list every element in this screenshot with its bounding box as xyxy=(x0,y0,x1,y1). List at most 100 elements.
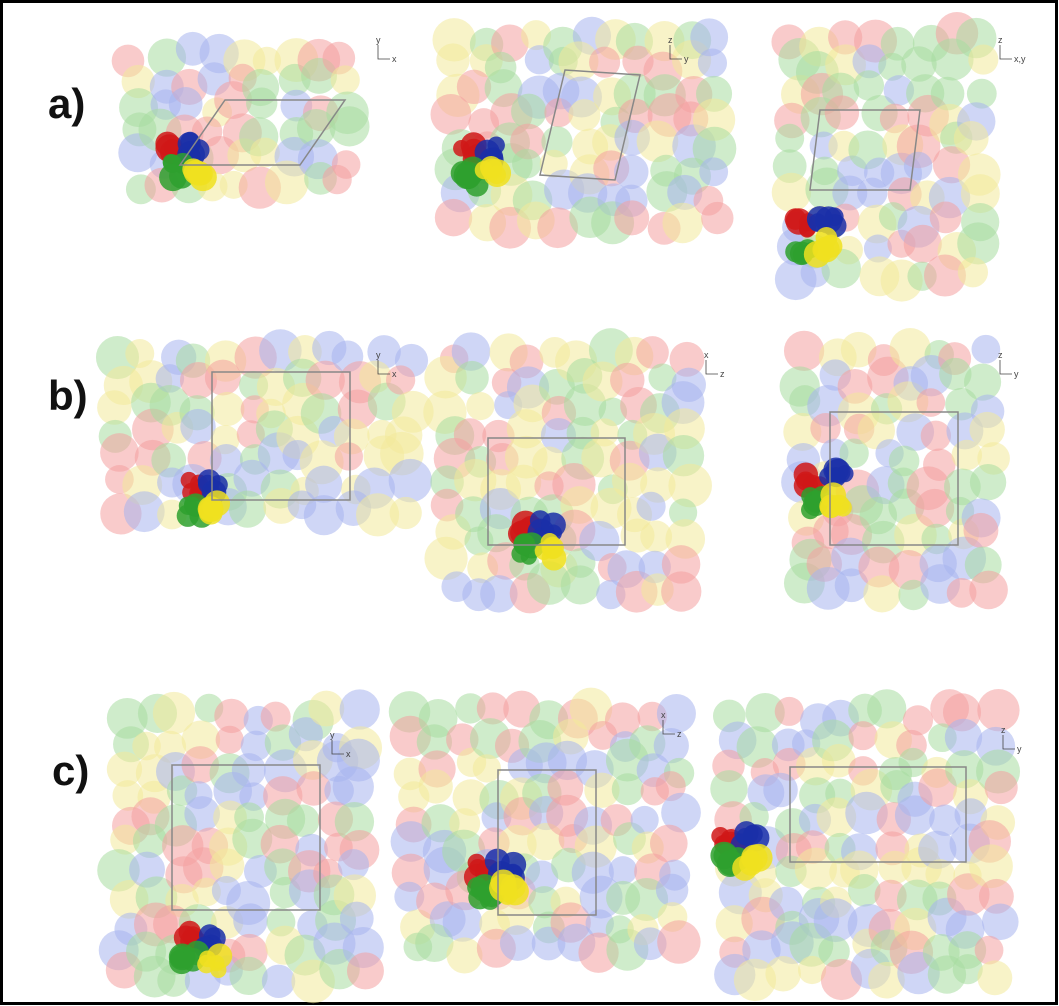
axis-label: y xyxy=(1014,369,1019,379)
axis-label: z xyxy=(998,35,1003,45)
axis-label: x xyxy=(661,710,666,720)
molecule xyxy=(390,497,422,529)
molecule xyxy=(229,957,267,995)
molecule xyxy=(233,903,268,938)
molecule xyxy=(246,87,277,118)
molecule xyxy=(775,124,804,153)
molecule xyxy=(229,491,266,528)
molecule xyxy=(849,721,878,750)
axis-label: y xyxy=(376,350,381,360)
molecule xyxy=(699,157,728,186)
molecule xyxy=(984,771,1017,804)
highlighted-molecule xyxy=(199,501,223,525)
molecule xyxy=(784,331,824,371)
molecule xyxy=(205,360,241,396)
molecule xyxy=(661,571,701,611)
axis-label: x xyxy=(346,749,351,759)
molecule xyxy=(561,565,600,604)
axis-label: y xyxy=(684,54,689,64)
axis-label: y xyxy=(1017,744,1022,754)
highlighted-molecule xyxy=(179,497,197,515)
molecule xyxy=(969,412,1004,447)
molecule xyxy=(287,804,320,837)
axis-label: z xyxy=(720,369,725,379)
molecule xyxy=(982,903,1019,940)
axis-label: z xyxy=(668,35,673,45)
molecule xyxy=(97,390,132,425)
highlighted-molecule xyxy=(189,163,217,191)
molecule xyxy=(921,421,951,451)
molecule xyxy=(631,806,659,834)
molecule xyxy=(331,65,360,94)
highlighted-molecule xyxy=(468,854,486,872)
molecule xyxy=(435,199,472,236)
molecule xyxy=(977,689,1019,731)
axis-label: x,y xyxy=(1014,54,1026,64)
axis-label: z xyxy=(1001,725,1006,735)
molecule xyxy=(262,965,295,998)
molecule xyxy=(340,689,380,729)
molecule xyxy=(512,149,541,178)
molecule xyxy=(500,925,536,961)
molecule xyxy=(614,200,649,235)
molecule xyxy=(308,691,344,727)
molecule xyxy=(446,937,482,973)
molecule-layer xyxy=(96,12,1020,1003)
molecule xyxy=(977,960,1012,995)
molecule xyxy=(386,365,415,394)
molecule xyxy=(763,773,798,808)
highlighted-molecule xyxy=(825,459,850,484)
molecule xyxy=(216,726,244,754)
panel-label: a) xyxy=(48,80,85,127)
molecule xyxy=(701,202,733,234)
highlighted-molecule xyxy=(198,469,221,492)
molecule xyxy=(698,48,727,77)
axis-label: x xyxy=(392,369,397,379)
molecule xyxy=(347,952,384,989)
molecule xyxy=(954,121,989,156)
molecule xyxy=(473,754,501,782)
molecule xyxy=(333,766,374,807)
molecule xyxy=(825,95,859,129)
highlighted-molecule xyxy=(739,852,763,876)
highlighted-molecule xyxy=(814,236,840,262)
molecule xyxy=(455,361,489,395)
molecule xyxy=(969,571,1008,610)
molecule xyxy=(454,418,486,450)
molecule xyxy=(389,459,432,502)
panel-label: c) xyxy=(52,747,89,794)
highlighted-molecule xyxy=(489,874,517,902)
axis-label: z xyxy=(677,729,682,739)
molecule xyxy=(963,513,998,548)
highlighted-molecule xyxy=(199,950,216,967)
axis-label: x xyxy=(704,350,709,360)
molecule xyxy=(968,44,998,74)
highlighted-molecule xyxy=(542,538,562,558)
axis-label: z xyxy=(998,350,1003,360)
molecule xyxy=(654,728,689,763)
axis-label: y xyxy=(376,35,381,45)
molecule xyxy=(772,173,811,212)
highlighted-molecule xyxy=(734,821,758,845)
molecule xyxy=(650,825,688,863)
highlighted-molecule xyxy=(487,166,506,185)
molecule xyxy=(765,956,801,992)
molecule xyxy=(775,697,804,726)
molecule xyxy=(232,753,266,787)
molecule xyxy=(656,874,688,906)
molecule xyxy=(657,920,700,963)
molecule xyxy=(210,392,244,426)
highlighted-molecule xyxy=(541,512,566,537)
molecule xyxy=(930,201,962,233)
molecule xyxy=(322,165,351,194)
molecule xyxy=(958,257,988,287)
molecule xyxy=(904,152,933,181)
highlighted-molecule xyxy=(801,487,819,505)
molecule xyxy=(329,106,369,146)
molecule xyxy=(964,364,1001,401)
molecule xyxy=(466,392,494,420)
highlighted-molecule xyxy=(785,208,807,230)
axis-label: y xyxy=(330,730,335,740)
molecule xyxy=(180,409,215,444)
molecule xyxy=(335,442,363,470)
